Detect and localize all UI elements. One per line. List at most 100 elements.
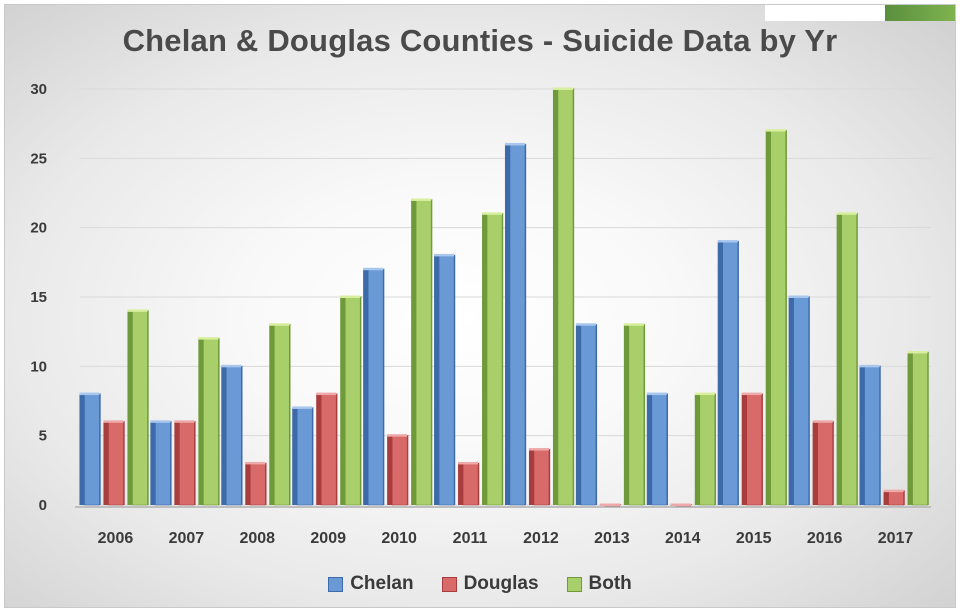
bar-bevel	[411, 199, 418, 505]
bar-front	[438, 255, 455, 506]
bar-chelan-2013	[575, 323, 598, 506]
bar-front	[722, 241, 739, 506]
bar-top	[79, 392, 100, 396]
bar-front	[391, 435, 408, 506]
legend-label: Douglas	[463, 573, 539, 594]
bar-front	[628, 324, 645, 506]
bar-bevel	[859, 366, 866, 505]
bar-top	[623, 323, 644, 326]
bar-chelan-2014	[646, 392, 668, 506]
bar-top	[127, 309, 148, 312]
bar-front	[462, 463, 479, 506]
bar-chelan-2015	[717, 240, 739, 506]
x-tick-label: 2009	[310, 530, 346, 547]
bar-top	[387, 434, 408, 437]
bar-front	[580, 324, 597, 506]
bar-bevel	[103, 421, 110, 505]
bar-front	[249, 463, 266, 506]
legend-label: Chelan	[350, 573, 414, 594]
bar-front	[841, 213, 857, 506]
legend-item-both: Both	[566, 573, 632, 595]
bar-front	[132, 310, 148, 506]
bar-douglas-2009	[316, 392, 338, 506]
bar-top	[245, 461, 266, 465]
bar-front	[108, 421, 124, 506]
corner-accent	[765, 5, 955, 21]
bar-top	[434, 253, 455, 257]
bar-top	[741, 392, 762, 396]
bar-bevel	[387, 435, 394, 505]
bar-top	[907, 350, 928, 354]
bar-bevel	[883, 491, 890, 505]
bar-side	[454, 254, 456, 505]
bar-both-2009	[340, 295, 362, 506]
bar-top	[836, 212, 857, 215]
bars	[79, 87, 929, 507]
y-axis-ticks: 0 5 10 15 20 25 30	[30, 81, 47, 514]
bar-top	[221, 364, 242, 368]
bar-top	[411, 198, 432, 201]
bar-front	[179, 421, 195, 506]
bar-top	[788, 295, 809, 298]
bar-douglas-2006	[103, 420, 125, 506]
bar-bevel	[623, 324, 630, 505]
bar-both-2008	[269, 323, 291, 506]
y-tick-label: 0	[39, 497, 47, 514]
bar-douglas-2007	[174, 420, 196, 506]
bar-front	[888, 490, 904, 506]
chart-title: Chelan & Douglas Counties - Suicide Data…	[122, 23, 838, 58]
bar-front	[203, 338, 219, 506]
bar-side	[194, 420, 196, 505]
y-tick-label: 20	[30, 220, 47, 237]
bar-bevel	[150, 421, 157, 505]
legend-item-douglas: Douglas	[441, 573, 539, 595]
bar-both-2017	[907, 350, 929, 506]
bar-front	[817, 421, 833, 506]
bar-top	[340, 295, 361, 298]
bar-top	[316, 392, 337, 396]
bar-bevel	[363, 269, 370, 505]
bar-front	[415, 199, 432, 506]
bar-front	[864, 366, 880, 506]
bar-bevel	[717, 241, 724, 506]
bar-bevel	[127, 310, 134, 505]
bar-top	[292, 406, 313, 409]
bar-douglas-2014	[670, 503, 692, 507]
bar-bevel	[482, 213, 489, 506]
bar-bevel	[174, 421, 181, 505]
bar-top	[528, 448, 549, 451]
bar-top	[458, 461, 479, 465]
bar-douglas-2017	[883, 489, 905, 506]
x-tick-label: 2012	[523, 530, 559, 547]
x-tick-label: 2007	[169, 530, 205, 547]
corner-accent-dark	[885, 5, 955, 21]
legend-item-chelan: Chelan	[328, 573, 414, 595]
bar-both-2013	[623, 323, 646, 506]
y-tick-label: 10	[30, 358, 47, 375]
bar-chelan-2010	[363, 267, 385, 506]
bar-both-2011	[482, 212, 504, 506]
bar-front	[296, 407, 313, 506]
bar-bevel	[245, 463, 252, 505]
bar-top	[150, 420, 171, 423]
y-tick-label: 25	[30, 150, 47, 167]
corner-accent-light	[765, 5, 885, 21]
bar-front	[912, 352, 928, 506]
bar-bevel	[646, 394, 653, 505]
bar-front	[746, 393, 763, 506]
bar-side	[619, 504, 622, 505]
bar-front	[344, 296, 361, 506]
bar-front	[320, 393, 337, 506]
legend-swatch	[566, 576, 582, 592]
bar-top	[482, 212, 503, 215]
bar-top	[599, 503, 620, 506]
bar-front	[651, 393, 668, 506]
bar-top	[504, 142, 525, 146]
bar-douglas-2008	[245, 461, 267, 506]
bar-side	[289, 323, 291, 505]
bar-front	[84, 393, 100, 506]
bar-bevel	[292, 407, 299, 505]
bar-front	[557, 88, 574, 506]
bar-douglas-2016	[812, 420, 834, 506]
bar-top	[694, 392, 715, 396]
